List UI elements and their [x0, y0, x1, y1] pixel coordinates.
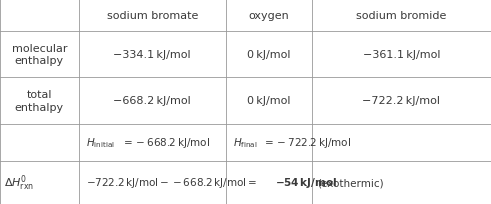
Text: $\mathit{H}_{\mathrm{initial}}$: $\mathit{H}_{\mathrm{initial}}$: [86, 136, 115, 150]
Text: oxygen: oxygen: [248, 11, 289, 21]
Text: −722.2 kJ/mol: −722.2 kJ/mol: [362, 96, 440, 106]
Text: $-722.2\,\mathrm{kJ/mol} - -668.2\,\mathrm{kJ/mol} = $: $-722.2\,\mathrm{kJ/mol} - -668.2\,\math…: [86, 176, 257, 190]
Text: (exothermic): (exothermic): [317, 178, 383, 187]
Text: sodium bromate: sodium bromate: [107, 11, 198, 21]
Text: total
enthalpy: total enthalpy: [15, 90, 64, 112]
Text: 0 kJ/mol: 0 kJ/mol: [247, 50, 291, 60]
Text: $= -668.2\,\mathrm{kJ/mol}$: $= -668.2\,\mathrm{kJ/mol}$: [121, 136, 211, 150]
Text: −668.2 kJ/mol: −668.2 kJ/mol: [113, 96, 191, 106]
Text: $\Delta H^0_{\mathrm{rxn}}$: $\Delta H^0_{\mathrm{rxn}}$: [4, 173, 34, 192]
Text: $\mathit{H}_{\mathrm{final}}$: $\mathit{H}_{\mathrm{final}}$: [233, 136, 258, 150]
Text: $= -722.2\,\mathrm{kJ/mol}$: $= -722.2\,\mathrm{kJ/mol}$: [262, 136, 351, 150]
Text: −361.1 kJ/mol: −361.1 kJ/mol: [363, 50, 440, 60]
Text: −334.1 kJ/mol: −334.1 kJ/mol: [113, 50, 191, 60]
Text: $\mathbf{-54\,kJ/mol}$: $\mathbf{-54\,kJ/mol}$: [275, 176, 337, 190]
Text: molecular
enthalpy: molecular enthalpy: [11, 43, 67, 66]
Text: sodium bromide: sodium bromide: [356, 11, 447, 21]
Text: 0 kJ/mol: 0 kJ/mol: [247, 96, 291, 106]
